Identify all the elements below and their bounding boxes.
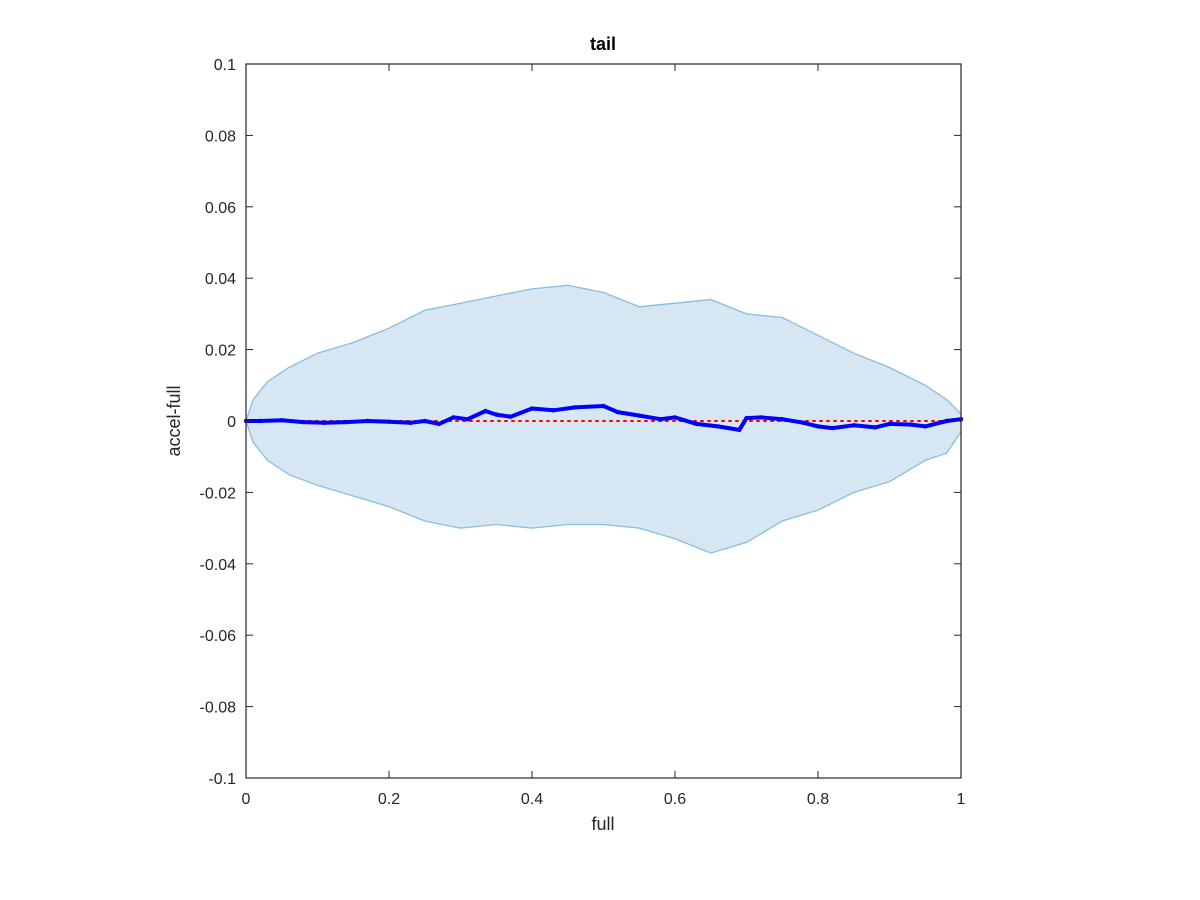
x-axis-label: full	[591, 814, 614, 834]
y-tick-label: 0.08	[205, 128, 236, 145]
series-point	[908, 422, 914, 427]
series-point	[637, 413, 642, 418]
series-point	[873, 425, 878, 430]
y-tick-label: 0.1	[214, 57, 236, 74]
y-tick-label: 0.04	[205, 271, 236, 288]
series-point	[601, 403, 606, 409]
y-tick-label: 0.02	[205, 343, 236, 360]
series-point	[494, 412, 499, 417]
series-point	[301, 419, 306, 425]
x-tick-label: 1	[957, 791, 966, 808]
series-point	[529, 406, 535, 411]
plot-area	[243, 284, 964, 554]
y-axis-label: accel-full	[164, 385, 184, 456]
series-point	[887, 421, 892, 427]
y-tick-label: -0.08	[200, 700, 237, 717]
band-lower-edge	[245, 420, 962, 554]
chart-title: tail	[590, 34, 616, 54]
x-tick-label: 0.4	[521, 791, 543, 808]
series-point	[572, 405, 578, 410]
series-point	[658, 417, 663, 422]
series-point	[815, 424, 821, 429]
x-tick-label: 0.2	[378, 791, 400, 808]
series-line-0	[244, 404, 963, 432]
series-point	[944, 418, 949, 424]
series-point	[780, 417, 785, 422]
series-point	[436, 421, 442, 427]
axes: 0 0.2 0.4 0.6 0.8 1 0.1 0.08 0.06 0.04 0.02 0 -0.02 -…	[200, 57, 966, 808]
series-point	[672, 415, 678, 420]
y-tick-label: 0	[227, 414, 236, 431]
series-point	[408, 420, 413, 425]
confidence-band	[246, 285, 961, 554]
series-point	[923, 424, 928, 429]
band-upper-edge	[245, 284, 962, 422]
series-point	[343, 419, 349, 425]
y-tick-label: -0.06	[200, 628, 237, 645]
series-point	[258, 418, 263, 424]
series-point	[694, 421, 699, 427]
series-point	[422, 418, 427, 424]
series-point	[551, 408, 556, 413]
series-point	[386, 419, 392, 424]
x-tick-label: 0.8	[807, 791, 829, 808]
series-point	[615, 409, 620, 415]
x-tick-label: 0.6	[664, 791, 686, 808]
series-point	[365, 418, 370, 424]
series-point	[483, 408, 488, 414]
series-point	[737, 427, 742, 433]
series-point	[715, 424, 721, 429]
series-point	[508, 414, 513, 419]
x-tick-label: 0	[242, 791, 251, 808]
series-point	[279, 418, 284, 423]
series-point	[744, 415, 749, 421]
y-tick-label: -0.04	[200, 557, 237, 574]
series-point	[801, 420, 806, 425]
y-tick-label: -0.02	[200, 485, 237, 502]
series-point	[851, 423, 856, 428]
series-point	[322, 420, 327, 425]
y-tick-label: -0.1	[208, 771, 236, 788]
series-point	[830, 425, 835, 431]
series-point	[465, 417, 470, 422]
series-point	[451, 415, 456, 420]
y-tick-label: 0.06	[205, 200, 236, 217]
series-point	[758, 415, 763, 420]
